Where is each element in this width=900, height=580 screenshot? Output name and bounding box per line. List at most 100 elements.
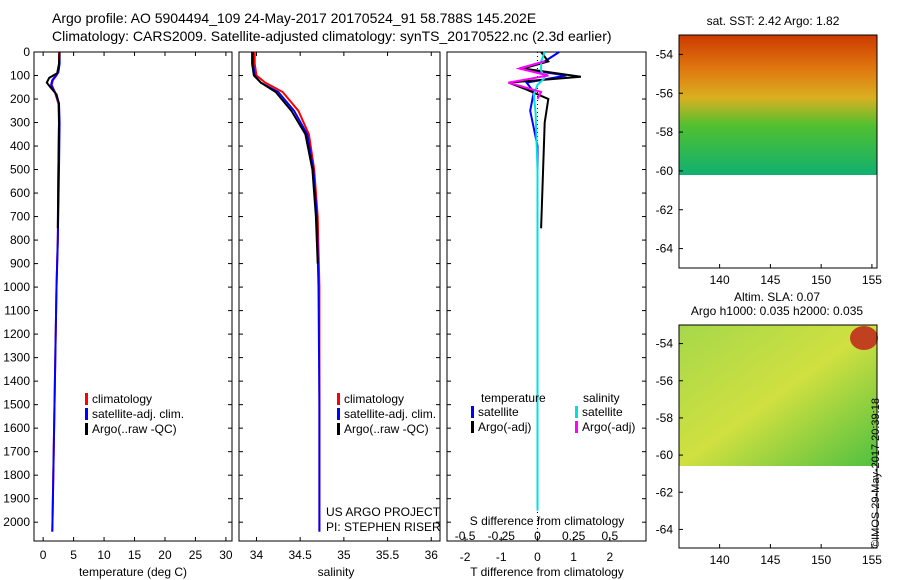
y-tick-label: 600 bbox=[10, 186, 30, 200]
x-tick-label: -2 bbox=[460, 550, 471, 564]
y-tick-label: 1500 bbox=[3, 398, 30, 412]
x-tick-label: 34 bbox=[250, 548, 264, 562]
legend-label: satellite-adj. clim. bbox=[344, 407, 436, 421]
y-tick-label: 1300 bbox=[3, 351, 30, 365]
map-x-tick-label: 155 bbox=[862, 553, 882, 567]
legend-label: Argo(-adj) bbox=[582, 420, 635, 434]
sla-high-patch bbox=[850, 326, 878, 350]
series-line-argo-adj- bbox=[508, 60, 549, 100]
x-top-tick-label: 0.25 bbox=[562, 529, 586, 543]
map-y-tick-label: -54 bbox=[656, 337, 674, 351]
x-tick-label: 34.5 bbox=[288, 548, 312, 562]
x-tick-label: -1 bbox=[496, 550, 507, 564]
x-tick-label: 35.5 bbox=[376, 548, 400, 562]
series-line-argo-raw-qc- bbox=[45, 51, 61, 229]
y-tick-label: 1900 bbox=[3, 492, 30, 506]
t-difference-axis-label: T difference from climatology bbox=[470, 565, 624, 579]
series-line-satellite bbox=[519, 51, 567, 511]
sla-map-subtitle: Argo h1000: 0.035 h2000: 0.035 bbox=[691, 304, 863, 318]
salinity-series-group bbox=[251, 52, 321, 532]
temperature-axis-label: temperature (deg C) bbox=[79, 565, 187, 579]
series-line-argo-raw-qc- bbox=[251, 52, 319, 264]
x-tick-label: 10 bbox=[97, 548, 111, 562]
y-tick-label: 700 bbox=[10, 210, 30, 224]
map-x-tick-label: 140 bbox=[710, 273, 730, 287]
series-line-satellite bbox=[532, 51, 546, 511]
y-tick-label: 0 bbox=[23, 45, 30, 59]
x-tick-label: 2 bbox=[606, 550, 613, 564]
legend-label: Argo(..raw -QC) bbox=[344, 422, 429, 436]
map-y-tick-label: -64 bbox=[656, 522, 674, 536]
x-tick-label: 25 bbox=[189, 548, 203, 562]
x-tick-label: 15 bbox=[128, 548, 142, 562]
y-tick-label: 800 bbox=[10, 233, 30, 247]
project-credit: US ARGO PROJECT bbox=[326, 505, 441, 519]
y-tick-label: 1700 bbox=[3, 445, 30, 459]
imos-watermark: ©IMOS 29-May-2017 20:39:18 bbox=[870, 398, 882, 548]
x-tick-label: 1 bbox=[570, 550, 577, 564]
x-top-tick-label: 0 bbox=[534, 529, 541, 543]
legend-label: Argo(-adj) bbox=[478, 420, 531, 434]
sst-data-field bbox=[679, 35, 877, 175]
y-tick-label: 1800 bbox=[3, 468, 30, 482]
map-y-tick-label: -56 bbox=[656, 86, 674, 100]
x-top-tick-label: -0.5 bbox=[455, 529, 476, 543]
figure-title-line-1: Argo profile: AO 5904494_109 24-May-2017… bbox=[52, 10, 537, 26]
legend-label: satellite-adj. clim. bbox=[92, 407, 184, 421]
series-line-climatology bbox=[253, 52, 321, 532]
map-y-tick-label: -56 bbox=[656, 374, 674, 388]
temperature-series-group bbox=[45, 51, 61, 532]
map-x-tick-label: 145 bbox=[760, 273, 780, 287]
x-tick-label: 0 bbox=[40, 548, 47, 562]
map-y-tick-label: -62 bbox=[656, 485, 674, 499]
map-x-tick-label: 150 bbox=[811, 273, 831, 287]
pi-credit: PI: STEPHEN RISER bbox=[326, 520, 441, 534]
x-tick-label: 20 bbox=[158, 548, 172, 562]
y-tick-label: 500 bbox=[10, 163, 30, 177]
y-tick-label: 200 bbox=[10, 92, 30, 106]
map-x-tick-label: 140 bbox=[710, 553, 730, 567]
y-tick-label: 1400 bbox=[3, 374, 30, 388]
y-tick-label: 2000 bbox=[3, 515, 30, 529]
sst-map-frame bbox=[678, 34, 878, 269]
difference-legend: temperature salinity satellite Argo(-adj… bbox=[471, 391, 635, 434]
figure-title-line-2: Climatology: CARS2009. Satellite-adjuste… bbox=[52, 28, 612, 44]
x-tick-label: 30 bbox=[219, 548, 233, 562]
y-tick-label: 300 bbox=[10, 116, 30, 130]
s-difference-axis-label: S difference from climatology bbox=[470, 514, 625, 528]
legend-label: Argo(..raw -QC) bbox=[92, 422, 177, 436]
map-x-tick-label: 145 bbox=[760, 553, 780, 567]
y-tick-label: 1200 bbox=[3, 327, 30, 341]
sla-map-title: Altim. SLA: 0.07 bbox=[734, 290, 820, 304]
map-x-tick-label: 155 bbox=[862, 273, 882, 287]
series-line-satellite-adj-clim- bbox=[252, 52, 321, 532]
sst-map-title: sat. SST: 2.42 Argo: 1.82 bbox=[707, 14, 840, 28]
y-tick-label: 1100 bbox=[4, 304, 30, 318]
y-tick-label: 1000 bbox=[3, 280, 30, 294]
map-y-tick-label: -54 bbox=[656, 47, 674, 61]
map-y-tick-label: -60 bbox=[656, 448, 674, 462]
difference-series-group bbox=[508, 51, 582, 511]
temperature-plot-frame bbox=[33, 51, 233, 542]
legend-title-salinity: salinity bbox=[583, 391, 620, 405]
legend-title-temperature: temperature bbox=[481, 391, 546, 405]
map-y-tick-label: -62 bbox=[656, 203, 674, 217]
x-top-tick-label: 0.5 bbox=[601, 529, 618, 543]
y-tick-label: 900 bbox=[10, 257, 30, 271]
legend-label: satellite bbox=[582, 405, 623, 419]
x-tick-label: 36 bbox=[425, 548, 439, 562]
x-tick-label: 5 bbox=[70, 548, 77, 562]
x-top-tick-label: -0.25 bbox=[488, 529, 516, 543]
temperature-legend: climatology satellite-adj. clim. Argo(..… bbox=[85, 392, 184, 436]
map-x-tick-label: 150 bbox=[811, 553, 831, 567]
map-y-tick-label: -64 bbox=[656, 242, 674, 256]
x-tick-label: 35 bbox=[337, 548, 351, 562]
legend-label: climatology bbox=[92, 392, 152, 406]
salinity-legend: climatology satellite-adj. clim. Argo(..… bbox=[337, 392, 436, 436]
difference-plot-frame bbox=[446, 51, 647, 542]
y-tick-label: 1600 bbox=[3, 421, 30, 435]
y-tick-label: 400 bbox=[10, 139, 30, 153]
legend-label: satellite bbox=[478, 405, 519, 419]
sla-data-field bbox=[679, 325, 877, 466]
